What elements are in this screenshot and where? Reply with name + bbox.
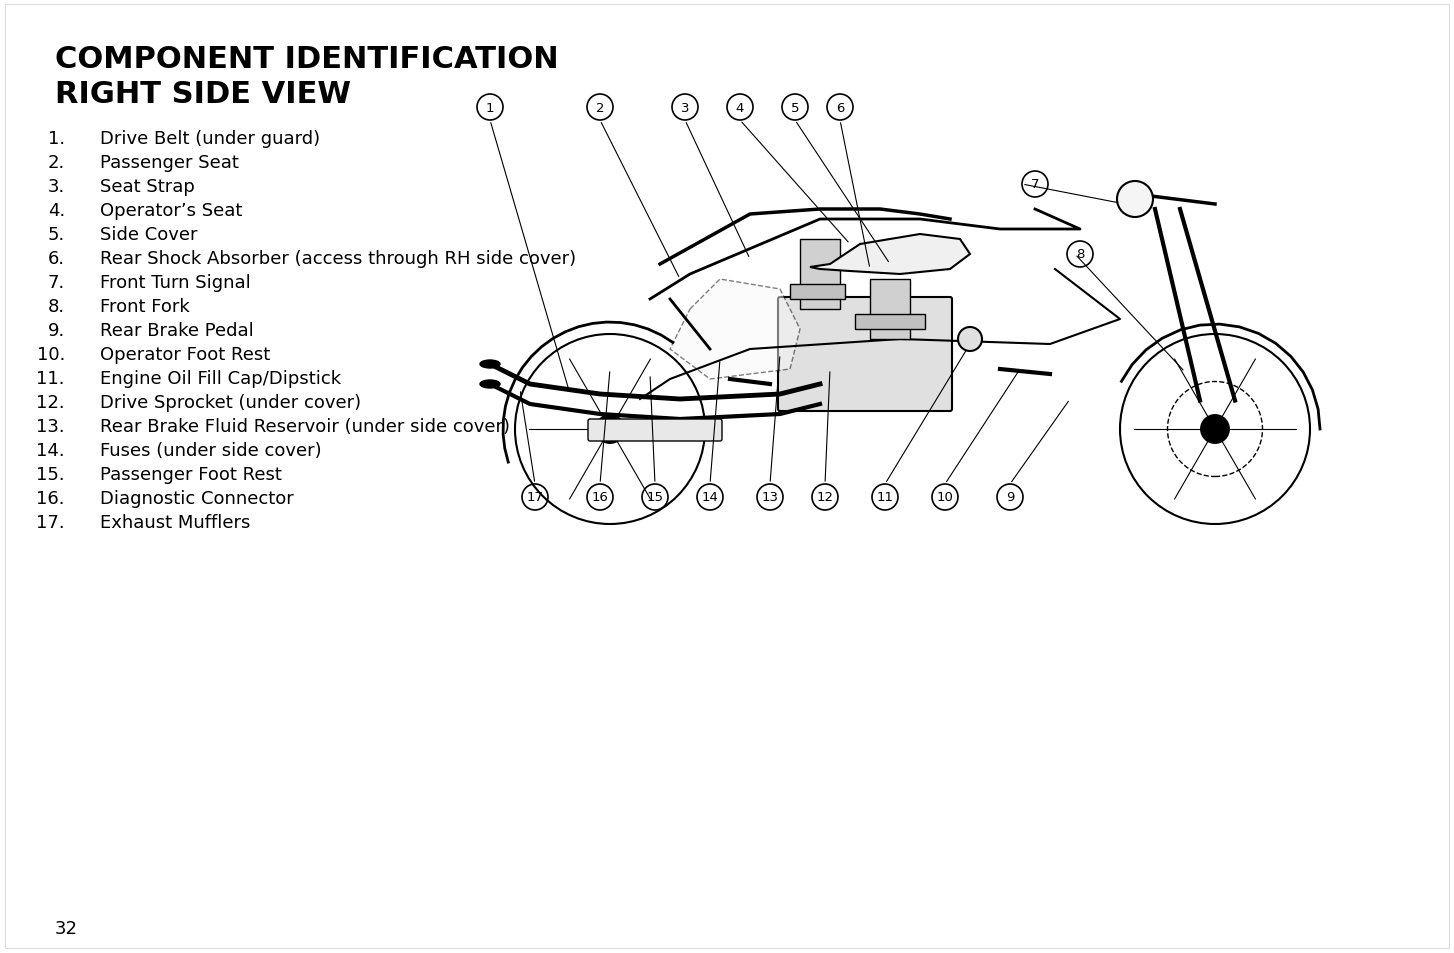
- Text: 5.: 5.: [48, 226, 65, 244]
- FancyBboxPatch shape: [778, 297, 952, 412]
- Text: 15.: 15.: [36, 465, 65, 483]
- FancyBboxPatch shape: [587, 419, 723, 441]
- Text: Side Cover: Side Cover: [100, 226, 198, 244]
- Circle shape: [958, 328, 981, 352]
- Text: Rear Brake Pedal: Rear Brake Pedal: [100, 322, 254, 339]
- Text: 1: 1: [486, 101, 494, 114]
- Circle shape: [1117, 182, 1153, 218]
- Text: Front Fork: Front Fork: [100, 297, 190, 315]
- Text: 3: 3: [680, 101, 689, 114]
- Text: 9: 9: [1006, 491, 1015, 504]
- Circle shape: [1201, 416, 1229, 444]
- Text: 4: 4: [736, 101, 744, 114]
- Text: 17.: 17.: [36, 514, 65, 532]
- Text: 9.: 9.: [48, 322, 65, 339]
- Text: 6.: 6.: [48, 250, 65, 268]
- Text: Fuses (under side cover): Fuses (under side cover): [100, 441, 321, 459]
- Text: 17: 17: [526, 491, 544, 504]
- Text: Seat Strap: Seat Strap: [100, 178, 195, 195]
- Text: COMPONENT IDENTIFICATION: COMPONENT IDENTIFICATION: [55, 45, 558, 74]
- Text: 3.: 3.: [48, 178, 65, 195]
- Polygon shape: [810, 234, 970, 274]
- Text: 2: 2: [596, 101, 605, 114]
- Text: Passenger Seat: Passenger Seat: [100, 153, 238, 172]
- Ellipse shape: [480, 380, 500, 389]
- Text: 11: 11: [877, 491, 894, 504]
- Text: Exhaust Mufflers: Exhaust Mufflers: [100, 514, 250, 532]
- Text: 16.: 16.: [36, 490, 65, 507]
- Text: 8.: 8.: [48, 297, 65, 315]
- Text: 2.: 2.: [48, 153, 65, 172]
- Polygon shape: [670, 280, 800, 379]
- Text: Front Turn Signal: Front Turn Signal: [100, 274, 250, 292]
- Text: 10.: 10.: [36, 346, 65, 364]
- Text: 14.: 14.: [36, 441, 65, 459]
- Text: Engine Oil Fill Cap/Dipstick: Engine Oil Fill Cap/Dipstick: [100, 370, 342, 388]
- Text: 32: 32: [55, 919, 79, 937]
- Bar: [869, 280, 910, 339]
- Circle shape: [596, 416, 624, 444]
- Text: RIGHT SIDE VIEW: RIGHT SIDE VIEW: [55, 80, 350, 109]
- Text: 7.: 7.: [48, 274, 65, 292]
- Text: Rear Shock Absorber (access through RH side cover): Rear Shock Absorber (access through RH s…: [100, 250, 576, 268]
- Bar: [800, 240, 840, 310]
- Ellipse shape: [480, 360, 500, 369]
- Text: Passenger Foot Rest: Passenger Foot Rest: [100, 465, 282, 483]
- Text: 13.: 13.: [36, 417, 65, 436]
- Text: 6: 6: [836, 101, 845, 114]
- Bar: [855, 314, 925, 330]
- Text: Drive Sprocket (under cover): Drive Sprocket (under cover): [100, 394, 361, 412]
- Text: 7: 7: [1031, 178, 1040, 192]
- Text: 8: 8: [1076, 248, 1085, 261]
- Text: 16: 16: [592, 491, 608, 504]
- Text: 4.: 4.: [48, 202, 65, 220]
- Text: 15: 15: [647, 491, 663, 504]
- Text: 1.: 1.: [48, 130, 65, 148]
- Text: 12: 12: [817, 491, 833, 504]
- Text: 10: 10: [936, 491, 954, 504]
- Text: Rear Brake Fluid Reservoir (under side cover): Rear Brake Fluid Reservoir (under side c…: [100, 417, 510, 436]
- Text: 12.: 12.: [36, 394, 65, 412]
- Text: Drive Belt (under guard): Drive Belt (under guard): [100, 130, 320, 148]
- Text: Operator Foot Rest: Operator Foot Rest: [100, 346, 270, 364]
- Text: 5: 5: [791, 101, 800, 114]
- Text: 13: 13: [762, 491, 778, 504]
- Text: 14: 14: [702, 491, 718, 504]
- Text: 11.: 11.: [36, 370, 65, 388]
- Text: Diagnostic Connector: Diagnostic Connector: [100, 490, 294, 507]
- Text: Operator’s Seat: Operator’s Seat: [100, 202, 243, 220]
- Bar: [790, 285, 845, 299]
